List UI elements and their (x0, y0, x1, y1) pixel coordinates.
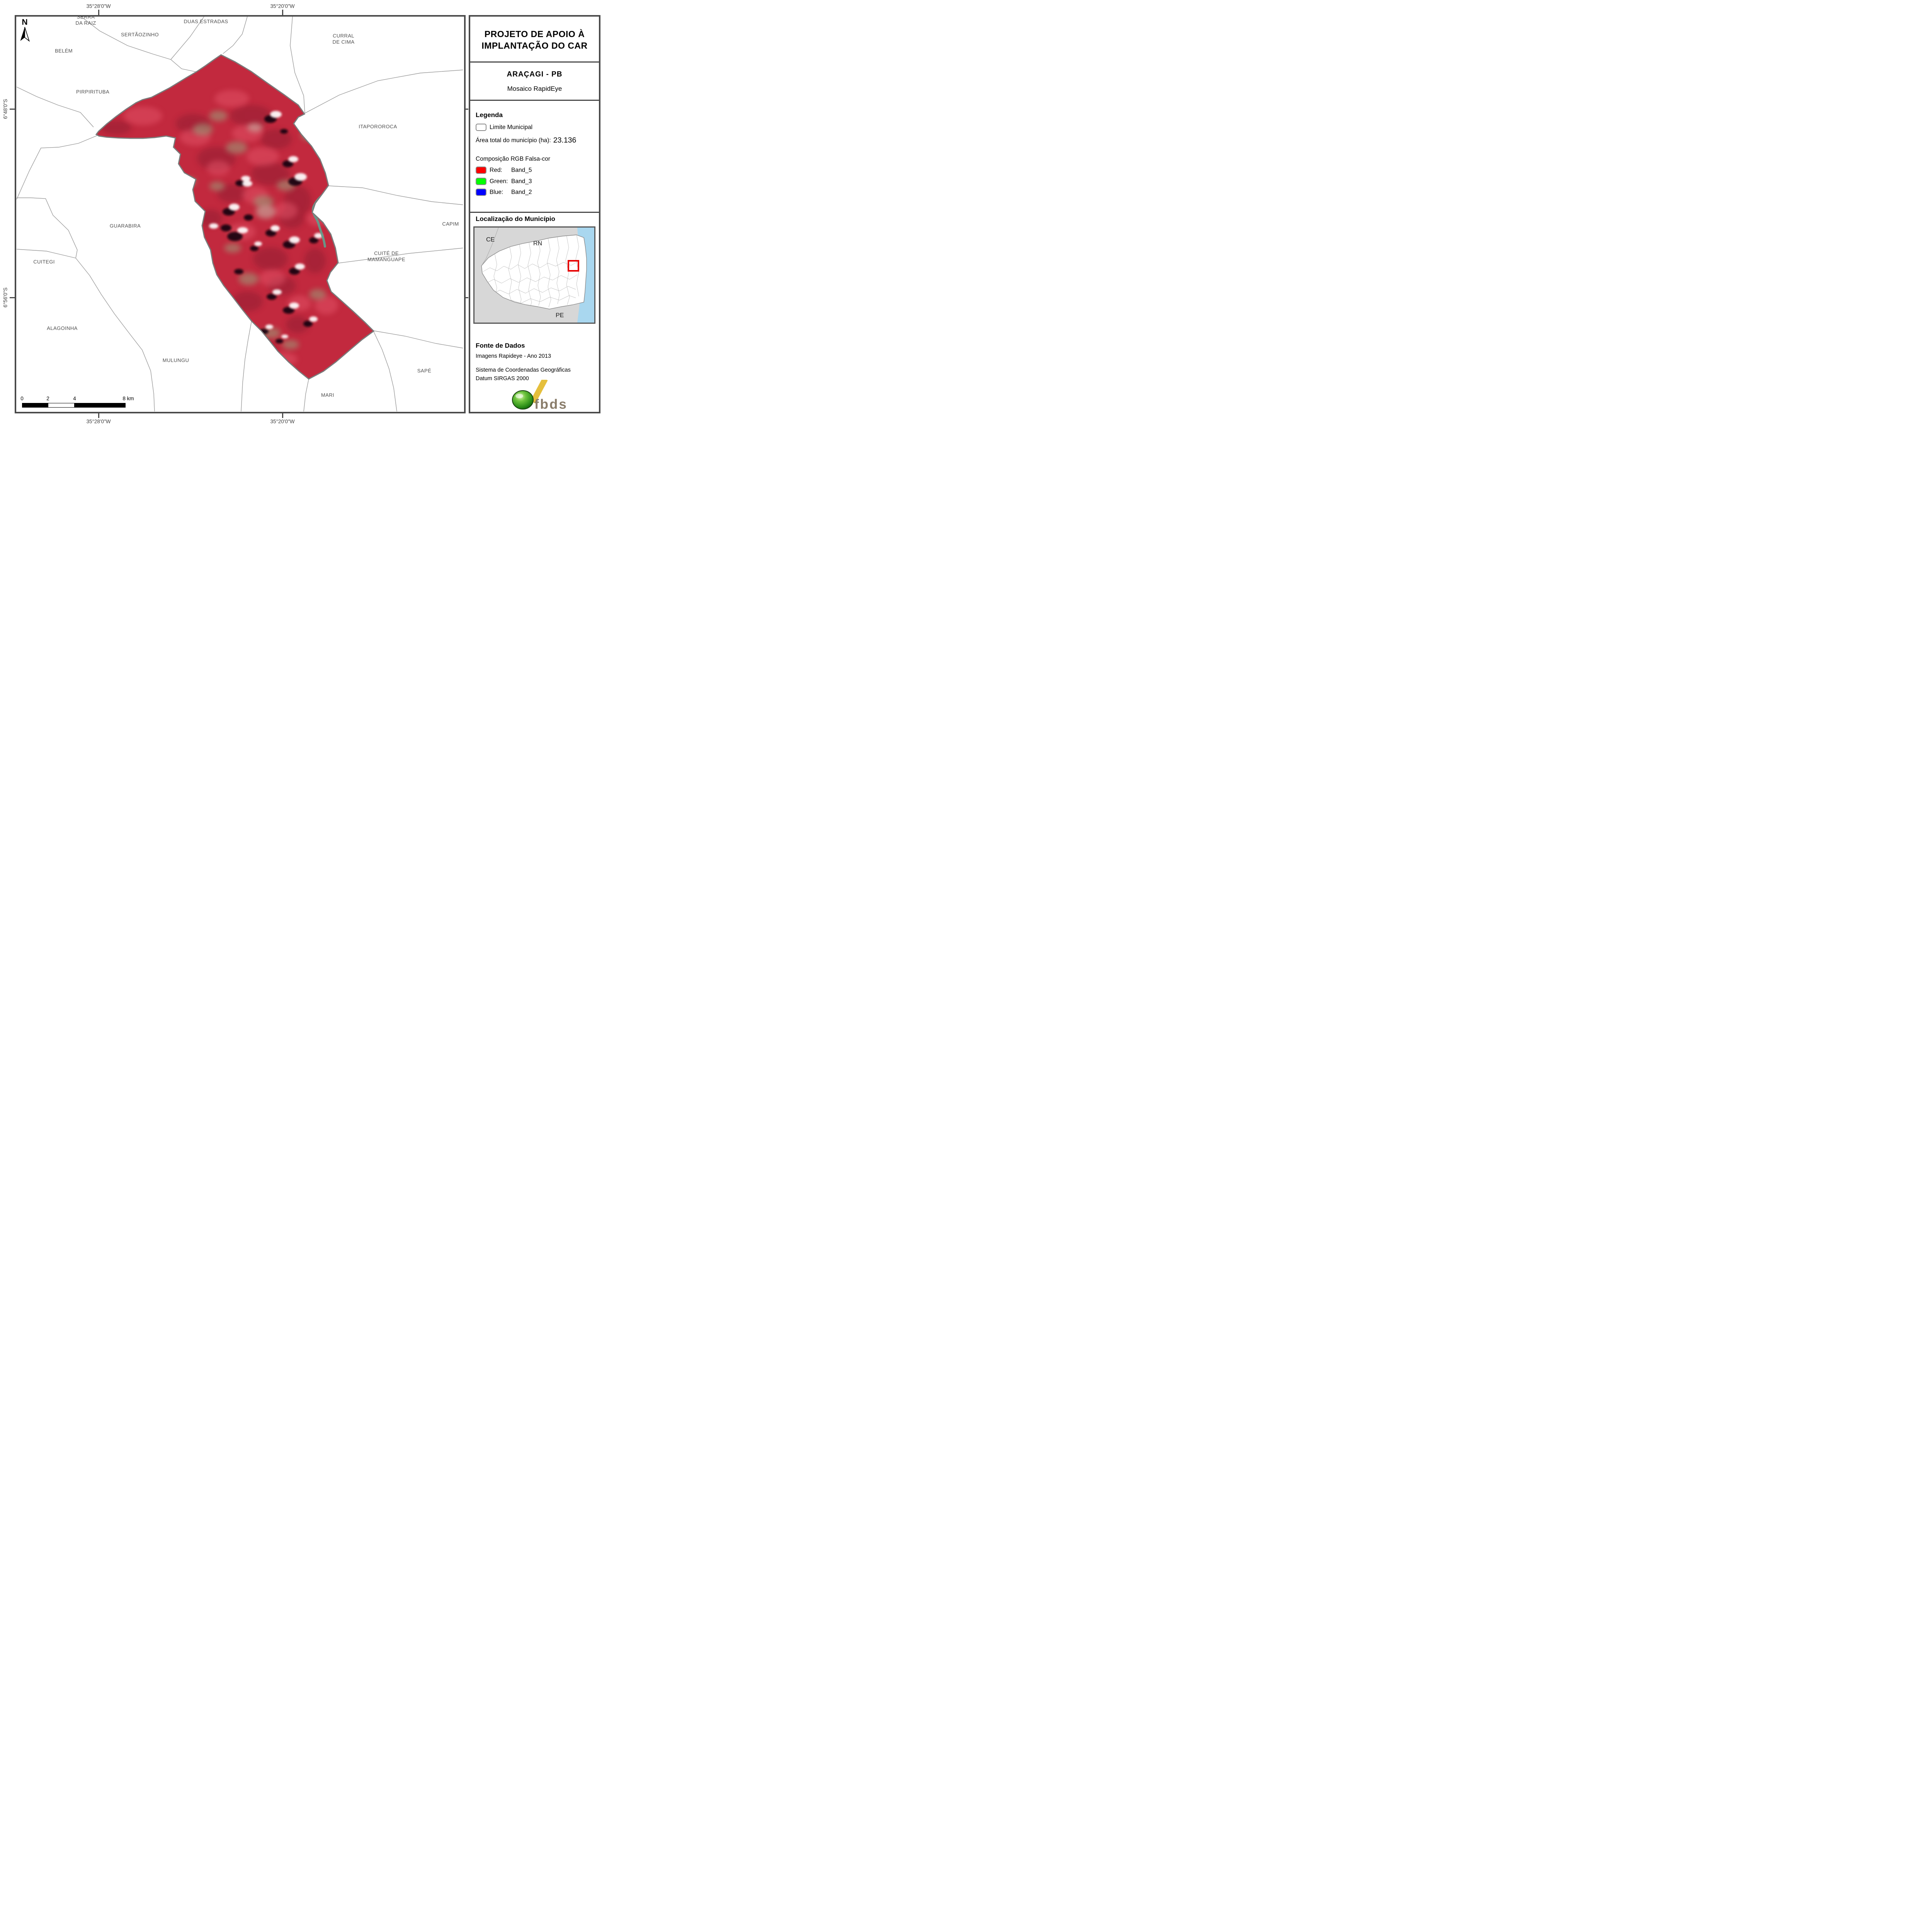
legend-limite-row: Limite Municipal (476, 124, 532, 131)
label-belem: BELÉM (54, 48, 73, 54)
coord-bottom-right: 35°20'0"W (270, 418, 295, 425)
red-label: Red: (490, 167, 502, 173)
divider (470, 100, 599, 101)
scale-seg-2 (48, 403, 75, 408)
satellite-mosaic (96, 55, 374, 379)
fonte-heading: Fonte de Dados (476, 342, 525, 349)
label-sape: SAPÉ (417, 368, 432, 374)
tick-right-bottom (464, 297, 468, 298)
sheet-title-line2: IMPLANTAÇÃO DO CAR (481, 41, 588, 51)
logo-sphere-highlight (515, 394, 523, 398)
product-title: Mosaico RapidEye (507, 85, 562, 92)
limite-swatch (476, 124, 486, 131)
scale-seg-3 (75, 403, 126, 408)
red-swatch (476, 167, 486, 174)
fonte-line3: Datum SIRGAS 2000 (476, 376, 529, 382)
area-label: Área total do município (ha): (476, 137, 551, 144)
info-panel: PROJETO DE APOIO À IMPLANTAÇÃO DO CAR AR… (469, 15, 600, 413)
fbds-logo-text: fbds (534, 397, 568, 412)
blue-label: Blue: (490, 189, 503, 195)
label-capim: CAPIM (442, 221, 459, 227)
municipality-outline (95, 54, 375, 380)
area-value: 23.136 (553, 136, 577, 144)
scale-8km: 8 km (122, 396, 134, 401)
coord-left-bottom: 6°56'0"S (2, 287, 9, 308)
locator-highlight-aracagi (568, 260, 579, 272)
locator-municipal-mesh (483, 235, 579, 309)
label-alagoinha: ALAGOINHA (47, 325, 78, 331)
north-arrow-icon: N (20, 18, 30, 42)
coord-left-top: 6°48'0"S (2, 99, 9, 119)
limite-label: Limite Municipal (490, 124, 533, 131)
tick-bottom-right (282, 413, 283, 418)
tick-top-left (98, 10, 99, 15)
locator-state-border-ce-rn (481, 227, 499, 266)
scale-0: 0 (20, 396, 24, 401)
label-cuitegi: CUITEGI (33, 259, 55, 265)
neighbor-boundary-lines (16, 17, 463, 412)
localizacao-heading: Localização do Município (476, 215, 555, 223)
sheet-title-line1: PROJETO DE APOIO À (484, 29, 585, 39)
coord-top-right: 35°20'0"W (270, 3, 295, 9)
divider (470, 61, 599, 63)
label-duas-estradas: DUAS ESTRADAS (184, 19, 228, 24)
scale-2: 2 (46, 396, 49, 401)
tick-left-bottom (10, 297, 15, 298)
legend-heading: Legenda (476, 111, 503, 119)
label-pirpirituba: PIRPIRITUBA (76, 89, 110, 95)
blue-band: Band_2 (511, 189, 532, 195)
tick-right-top (464, 109, 468, 110)
logo-yellow-bar (530, 377, 548, 404)
blue-swatch (476, 189, 486, 196)
label-guarabira: GUARABIRA (109, 223, 141, 229)
label-curral-de-cima: CURRAL DE CIMA (332, 33, 355, 45)
composition-heading: Composição RGB Falsa-cor (476, 156, 550, 162)
green-band: Band_3 (511, 178, 532, 185)
scale-4: 4 (73, 396, 76, 401)
legend-blue-row: Blue: Band_2 (476, 189, 532, 196)
locator-label-rn: RN (533, 240, 542, 247)
coord-bottom-left: 35°28'0"W (86, 418, 111, 425)
svg-text:N: N (22, 18, 27, 27)
map-canvas: N (16, 17, 463, 412)
fonte-line2: Sistema de Coordenadas Geográficas (476, 367, 571, 373)
scale-seg-1 (22, 403, 48, 408)
locator-label-pe: PE (556, 312, 564, 319)
label-mulungu: MULUNGU (162, 357, 189, 363)
green-label: Green: (490, 178, 508, 185)
label-mari: MARI (321, 392, 335, 398)
logo-green-sphere (512, 390, 534, 410)
legend-red-row: Red: Band_5 (476, 167, 532, 174)
red-band: Band_5 (511, 167, 532, 173)
green-swatch (476, 178, 486, 185)
scale-bar: 0 2 4 8 km (15, 396, 143, 409)
tick-bottom-left (98, 413, 99, 418)
label-serra-da-raiz: SERRA DA RAIZ (75, 14, 96, 26)
legend-area-row: Área total do município (ha): 23.136 (476, 136, 576, 145)
label-cuite-de-mamanguape: CUITÉ DE MAMANGUAPE (367, 250, 405, 262)
legend-green-row: Green: Band_3 (476, 178, 532, 185)
municipality-title: ARAÇAGI - PB (507, 70, 563, 78)
fonte-line1: Imagens Rapideye - Ano 2013 (476, 353, 551, 359)
tick-top-right (282, 10, 283, 15)
map-sheet: N SERRA DA RAIZ DUAS ESTRADAS SERTÃOZINHO… (0, 0, 606, 428)
locator-label-ce: CE (486, 236, 495, 243)
fbds-logo (470, 377, 599, 415)
divider (470, 212, 599, 213)
coord-top-left: 35°28'0"W (86, 3, 111, 9)
locator-map: CE RN PE (473, 226, 595, 324)
label-sertaozinho: SERTÃOZINHO (121, 32, 159, 37)
tick-left-top (10, 109, 15, 110)
label-itapororoca: ITAPOROROCA (359, 124, 397, 129)
